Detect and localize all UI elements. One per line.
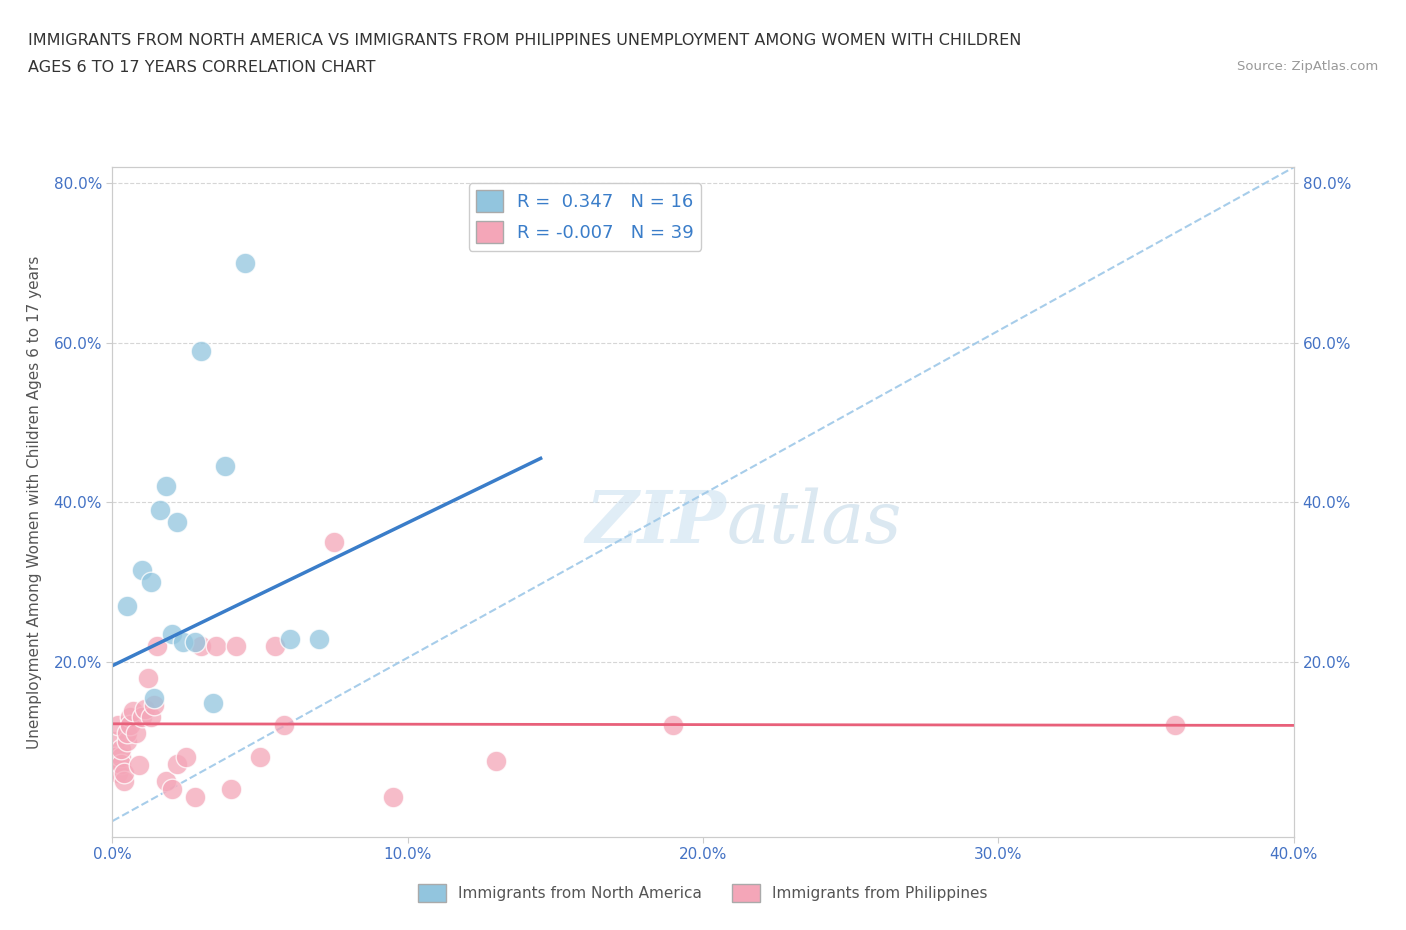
Point (128, 758, 150, 773)
Point (205, 638, 228, 653)
Text: atlas: atlas (727, 487, 903, 558)
Point (107, 718, 129, 733)
Point (485, 754, 508, 769)
Point (112, 774, 135, 789)
Point (146, 638, 169, 653)
Point (184, 634, 207, 649)
Point (249, 750, 271, 764)
Point (110, 750, 132, 764)
Point (308, 631, 330, 646)
Point (219, 782, 242, 797)
Point (120, 718, 142, 733)
Point (190, 343, 212, 358)
Point (662, 718, 685, 733)
Point (160, 626, 183, 641)
Point (142, 698, 165, 713)
Y-axis label: Unemployment Among Women with Children Ages 6 to 17 years: Unemployment Among Women with Children A… (28, 256, 42, 749)
Point (142, 690, 165, 705)
Point (273, 718, 295, 733)
Point (131, 710, 153, 724)
Point (174, 750, 197, 764)
Point (149, 503, 172, 518)
Point (278, 631, 301, 646)
Text: Source: ZipAtlas.com: Source: ZipAtlas.com (1237, 60, 1378, 73)
Point (117, 726, 138, 741)
Point (139, 575, 162, 590)
Point (184, 790, 207, 804)
Point (225, 638, 247, 653)
Point (166, 756, 188, 771)
Point (1164, 718, 1187, 733)
Point (264, 638, 287, 653)
Point (201, 696, 224, 711)
Point (139, 710, 162, 724)
Point (134, 702, 156, 717)
Point (166, 514, 188, 529)
Point (136, 671, 159, 685)
Point (117, 598, 138, 613)
Point (155, 479, 177, 494)
Point (112, 765, 135, 780)
Point (110, 742, 132, 757)
Point (104, 750, 127, 764)
Point (107, 765, 129, 780)
Point (110, 756, 132, 771)
Point (120, 710, 142, 724)
Point (214, 458, 236, 473)
Point (172, 634, 194, 649)
Legend: R =  0.347   N = 16, R = -0.007   N = 39: R = 0.347 N = 16, R = -0.007 N = 39 (468, 183, 702, 251)
Point (131, 563, 153, 578)
Text: IMMIGRANTS FROM NORTH AMERICA VS IMMIGRANTS FROM PHILIPPINES UNEMPLOYMENT AMONG : IMMIGRANTS FROM NORTH AMERICA VS IMMIGRA… (28, 33, 1022, 47)
Point (382, 790, 405, 804)
Point (190, 638, 212, 653)
Point (233, 256, 256, 271)
Point (125, 726, 148, 741)
Point (155, 774, 177, 789)
Text: AGES 6 TO 17 YEARS CORRELATION CHART: AGES 6 TO 17 YEARS CORRELATION CHART (28, 60, 375, 75)
Point (117, 734, 138, 749)
Point (104, 734, 127, 749)
Point (122, 704, 145, 719)
Point (160, 782, 183, 797)
Legend: Immigrants from North America, Immigrants from Philippines: Immigrants from North America, Immigrant… (412, 878, 994, 909)
Point (323, 535, 346, 550)
Text: ZIP: ZIP (586, 486, 727, 558)
